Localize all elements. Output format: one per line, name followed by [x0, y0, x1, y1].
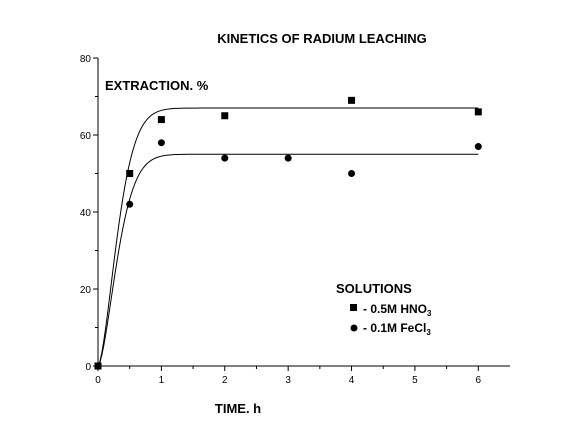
legend-label-fecl3: - 0.1M FeCl3	[363, 321, 431, 337]
legend-title: SOLUTIONS	[336, 281, 412, 296]
legend-marker-square	[350, 304, 357, 311]
y-tick-label: 40	[80, 208, 92, 219]
legend-label-hno3: - 0.5M HNO3	[363, 302, 432, 318]
data-point-hno3	[157, 116, 165, 124]
chart-title: KINETICS OF RADIUM LEACHING	[217, 31, 426, 46]
x-tick-label: 6	[476, 375, 482, 386]
legend-label-hno3-sub: 3	[427, 309, 432, 318]
x-axis-label: TIME. h	[215, 401, 261, 416]
data-point-fecl3	[157, 139, 165, 147]
data-point-fecl3	[284, 154, 292, 162]
legend-label-hno3-main: - 0.5M HNO	[363, 302, 427, 316]
x-tick-label: 5	[412, 375, 418, 386]
x-tick-label: 0	[95, 375, 101, 386]
x-tick-label: 2	[222, 375, 228, 386]
fit-curves	[97, 107, 479, 367]
y-axis-label: EXTRACTION. %	[105, 78, 209, 93]
data-point-hno3	[221, 112, 229, 120]
data-point-fecl3	[94, 362, 102, 370]
data-point-fecl3	[126, 200, 134, 208]
fit-curve-hno3	[97, 107, 479, 367]
data-points	[94, 96, 482, 370]
data-point-hno3	[474, 108, 482, 116]
data-point-hno3	[126, 170, 134, 177]
y-tick-label: 0	[85, 362, 91, 373]
data-point-fecl3	[474, 143, 482, 151]
y-tick-label: 80	[80, 54, 92, 65]
x-tick-label: 4	[349, 375, 355, 386]
x-tick-label: 1	[159, 375, 165, 386]
fit-curve-fecl3	[97, 153, 479, 367]
y-tick-label: 20	[80, 285, 92, 296]
legend-marker-circle	[350, 324, 358, 332]
data-point-hno3	[348, 96, 356, 104]
legend-label-fecl3-sub: 3	[426, 328, 431, 337]
legend-label-fecl3-main: - 0.1M FeCl	[363, 321, 426, 335]
x-tick-label: 3	[285, 375, 291, 386]
data-point-fecl3	[221, 154, 229, 162]
y-tick-label: 60	[80, 131, 92, 142]
legend: SOLUTIONS - 0.5M HNO3 - 0.1M FeCl3	[336, 281, 432, 337]
data-point-fecl3	[348, 170, 356, 177]
